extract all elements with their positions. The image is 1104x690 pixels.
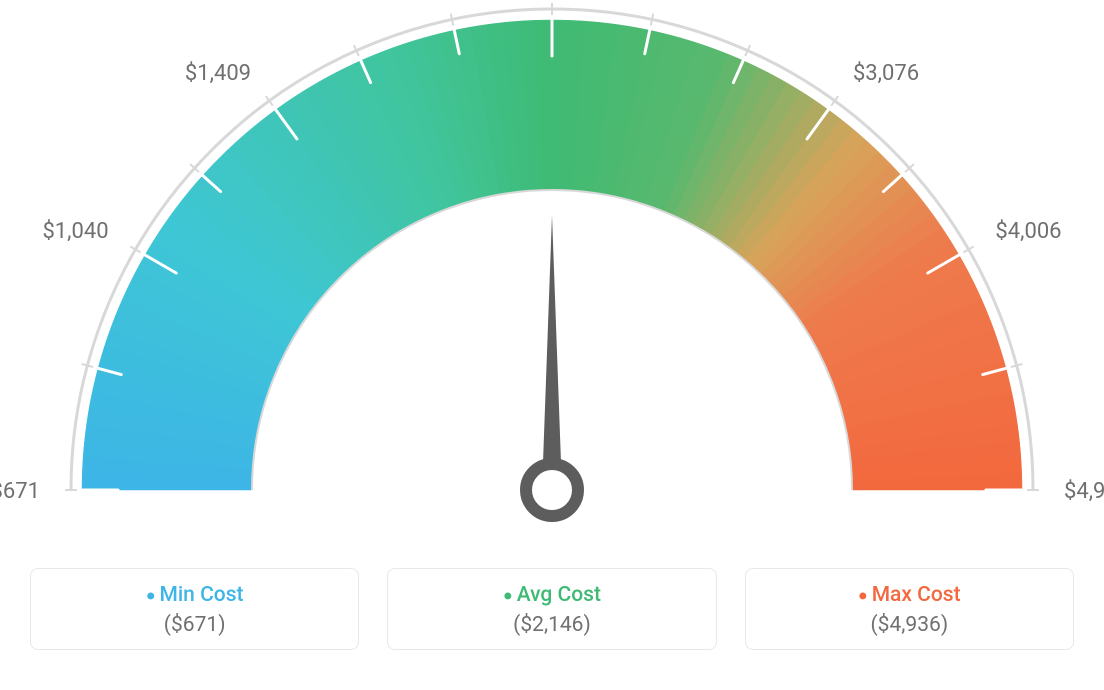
- gauge-tick-label: $4,006: [995, 219, 1061, 244]
- legend-title-text: Min Cost: [159, 583, 243, 607]
- legend-value: ($4,936): [746, 613, 1073, 637]
- cost-gauge-chart: $671$1,040$1,409$2,146$3,076$4,006$4,936: [0, 0, 1104, 560]
- legend-box-min: ● Min Cost ($671): [30, 568, 359, 650]
- legend-title: ● Max Cost: [746, 583, 1073, 607]
- legend-box-avg: ● Avg Cost ($2,146): [387, 568, 716, 650]
- gauge-tick-label: $671: [0, 479, 40, 504]
- legend-title: ● Avg Cost: [388, 583, 715, 607]
- legend-title: ● Min Cost: [31, 583, 358, 607]
- legend-dot-icon: ●: [146, 585, 160, 604]
- legend-value: ($671): [31, 613, 358, 637]
- legend-title-text: Avg Cost: [517, 583, 601, 607]
- legend-dot-icon: ●: [503, 585, 517, 604]
- gauge-needle-hub: [526, 464, 578, 516]
- legend-row: ● Min Cost ($671) ● Avg Cost ($2,146) ● Max …: [0, 568, 1104, 650]
- gauge-tick-label: $1,409: [185, 61, 251, 86]
- legend-dot-icon: ●: [858, 585, 872, 604]
- legend-value: ($2,146): [388, 613, 715, 637]
- gauge-tick-label: $3,076: [853, 61, 919, 86]
- legend-title-text: Max Cost: [872, 583, 961, 607]
- legend-box-max: ● Max Cost ($4,936): [745, 568, 1074, 650]
- gauge-tick-label: $1,040: [42, 219, 108, 244]
- gauge-tick-label: $4,936: [1064, 479, 1104, 504]
